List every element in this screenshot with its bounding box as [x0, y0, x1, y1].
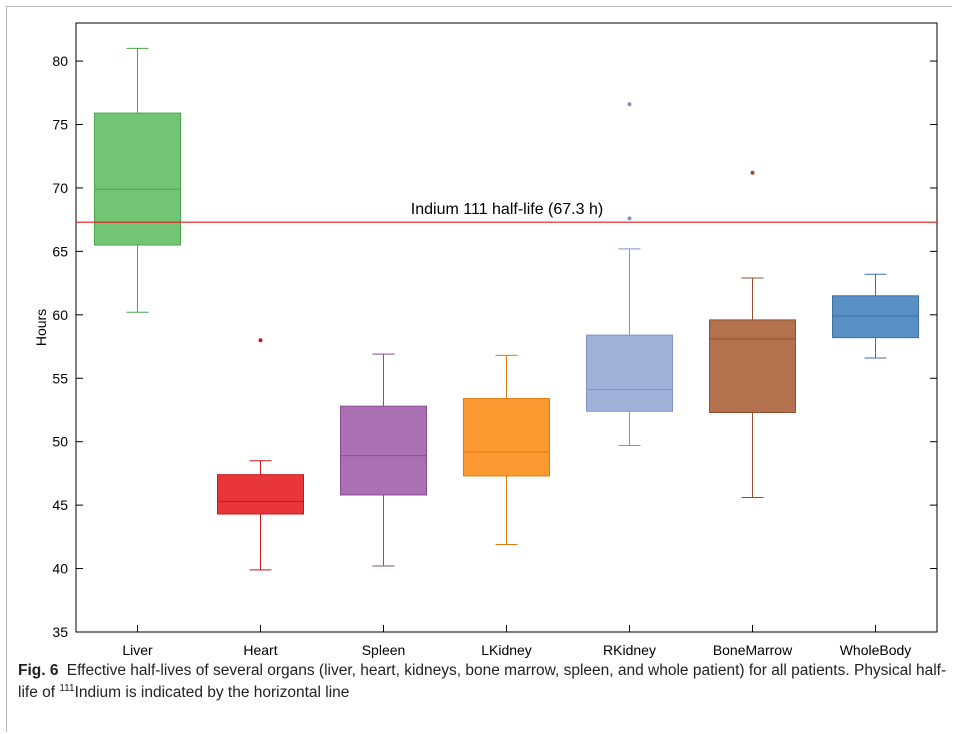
x-tick-label: BoneMarrow	[713, 642, 793, 658]
y-tick-label: 80	[52, 53, 68, 69]
y-tick-label: 75	[52, 117, 68, 133]
x-tick-label: Heart	[243, 642, 277, 658]
box-spleen	[340, 405, 427, 496]
y-tick-label: 60	[52, 307, 68, 323]
box-heart	[217, 474, 304, 515]
figure-frame	[6, 6, 952, 732]
x-tick-label: Liver	[122, 642, 153, 658]
x-tick-label: RKidney	[603, 642, 656, 658]
caption-text-end: Indium is indicated by the horizontal li…	[74, 684, 350, 701]
figure-label: Fig. 6	[18, 662, 59, 679]
y-tick-label: 35	[52, 624, 68, 640]
box-rkidney	[586, 334, 673, 412]
y-tick-label: 50	[52, 434, 68, 450]
caption-superscript: 111	[59, 682, 75, 694]
reference-line-label: Indium 111 half-life (67.3 h)	[411, 201, 603, 218]
y-tick-label: 40	[52, 561, 68, 577]
y-tick-label: 70	[52, 180, 68, 196]
x-tick-label: Spleen	[362, 642, 406, 658]
outlier-point	[627, 102, 632, 107]
figure-caption: Fig. 6 Effective half-lives of several o…	[18, 660, 948, 704]
y-tick-label: 65	[52, 243, 68, 259]
outlier-point	[258, 338, 263, 343]
box-liver	[94, 112, 181, 246]
y-tick-label: 45	[52, 497, 68, 513]
box-plot-chart: 35 40 45 50 55 60 65 70 75 80 Hours Liver Heart Splee…	[33, 22, 938, 658]
y-tick-label: 55	[52, 370, 68, 386]
x-tick-label: WholeBody	[840, 642, 912, 658]
box-lkidney	[463, 398, 550, 477]
box-wholebody	[832, 295, 919, 339]
outlier-point	[750, 170, 755, 175]
x-tick-label: LKidney	[481, 642, 532, 658]
caption-text: Effective half-lives of several organs (…	[18, 662, 947, 701]
y-axis-label: Hours	[33, 309, 49, 346]
box-bonemarrow	[709, 319, 796, 414]
outlier-point	[627, 216, 632, 221]
